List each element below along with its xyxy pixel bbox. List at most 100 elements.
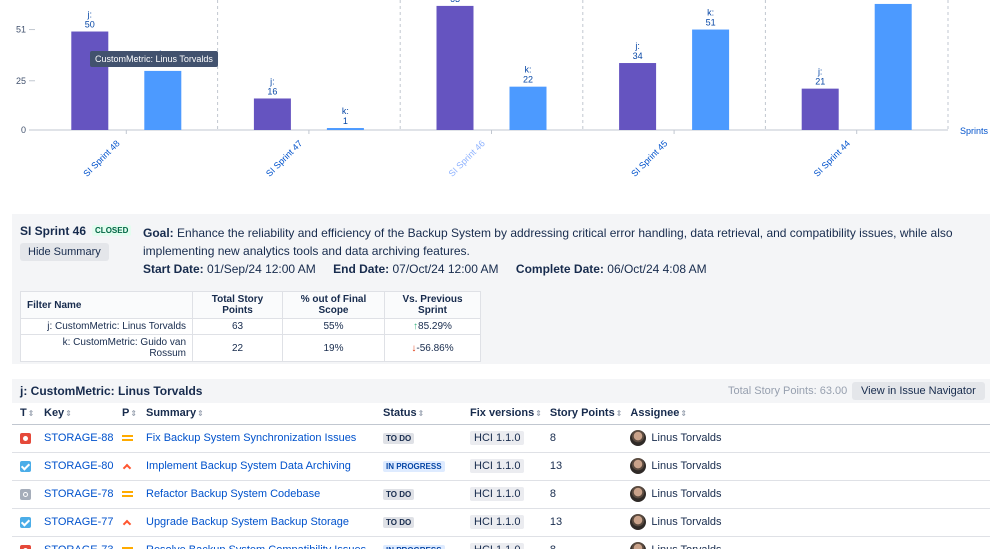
col-status[interactable]: Status⇕	[375, 403, 462, 425]
col-assignee[interactable]: Assignee⇕	[622, 403, 990, 425]
issue-summary-cell: Implement Backup System Data Archiving	[138, 452, 375, 481]
bar-j-0	[71, 31, 109, 130]
issue-summary-cell: Fix Backup System Synchronization Issues	[138, 424, 375, 453]
data-label: 1	[343, 116, 348, 126]
filter-pct: 19%	[282, 334, 385, 362]
hide-summary-button[interactable]: Hide Summary	[20, 243, 109, 261]
status-lozenge: TO DO	[383, 433, 415, 444]
fix-version-tag: HCI 1.1.0	[470, 543, 525, 549]
end-date: 07/Oct/24 12:00 AM	[392, 262, 499, 276]
filter-name: j: CustomMetric: Linus Torvalds	[20, 318, 193, 335]
data-label: 50	[85, 20, 95, 30]
filter-name: k: CustomMetric: Guido van Rossum	[20, 334, 193, 362]
data-label: 63	[450, 0, 460, 4]
issue-key-link[interactable]: STORAGE-80	[44, 460, 114, 472]
issue-fix-cell: HCI 1.1.0	[462, 424, 542, 453]
avatar	[630, 458, 647, 474]
table-row[interactable]: STORAGE-77 Upgrade Backup System Backup S…	[12, 508, 990, 537]
data-label-prefix: k:	[342, 106, 349, 116]
issue-summary-cell: Resolve Backup System Compatibility Issu…	[138, 536, 375, 549]
issue-key-link[interactable]: STORAGE-78	[44, 488, 114, 500]
y-tick-label: 51	[16, 25, 26, 35]
sprint-goal: Goal: Enhance the reliability and effici…	[143, 226, 953, 258]
issue-priority-cell	[114, 424, 138, 453]
priority-medium-icon	[122, 434, 133, 443]
issue-summary-link[interactable]: Refactor Backup System Codebase	[146, 488, 321, 500]
sprint-name: SI Sprint 46 CLOSED	[20, 224, 132, 238]
issue-summary-cell: Refactor Backup System Codebase	[138, 480, 375, 509]
sort-icon: ⇕	[130, 409, 138, 419]
bug-type-icon	[20, 544, 31, 549]
filter-header-scope: % out of Final Scope	[282, 291, 385, 319]
issue-key-link[interactable]: STORAGE-77	[44, 516, 114, 528]
issue-summary-link[interactable]: Implement Backup System Data Archiving	[146, 460, 351, 472]
avatar	[630, 514, 647, 530]
fix-version-tag: HCI 1.1.0	[470, 431, 525, 445]
issue-status-cell: IN PROGRESS	[375, 452, 462, 481]
col-story-points[interactable]: Story Points⇕	[541, 403, 623, 425]
status-lozenge: IN PROGRESS	[383, 461, 445, 472]
table-row[interactable]: STORAGE-88 Fix Backup System Synchronizat…	[12, 424, 990, 453]
data-label: 21	[815, 77, 825, 87]
data-label-prefix: k:	[524, 65, 531, 75]
table-row[interactable]: STORAGE-73 Resolve Backup System Compatib…	[12, 536, 990, 549]
sprint-dates: Start Date: 01/Sep/24 12:00 AM End Date:…	[143, 262, 707, 276]
table-row[interactable]: STORAGE-78 Refactor Backup System Codebas…	[12, 480, 990, 509]
priority-high-icon	[122, 462, 133, 471]
issue-type-cell	[12, 424, 36, 453]
bar-k-3	[692, 29, 730, 130]
bar-j-4	[801, 88, 839, 130]
view-in-issue-navigator-button[interactable]: View in Issue Navigator	[852, 382, 985, 400]
issue-key-link[interactable]: STORAGE-73	[44, 544, 114, 549]
issue-summary-link[interactable]: Upgrade Backup System Backup Storage	[146, 516, 350, 528]
status-lozenge: IN PROGRESS	[383, 545, 445, 549]
filter-pct: 55%	[282, 318, 385, 335]
complete-date: 06/Oct/24 4:08 AM	[607, 262, 707, 276]
table-row[interactable]: STORAGE-80 Implement Backup System Data A…	[12, 452, 990, 481]
bar-k-0	[144, 70, 182, 130]
x-tick-label: SI Sprint 47	[264, 138, 304, 178]
sprint-summary-panel: SI Sprint 46 CLOSED Hide Summary Goal: En…	[12, 214, 990, 364]
filter-header-name: Filter Name	[20, 291, 193, 319]
issue-points-cell: 8	[541, 480, 623, 509]
chart-tooltip: CustomMetric: Linus Torvalds	[90, 51, 218, 67]
col-fix-versions[interactable]: Fix versions⇕	[462, 403, 542, 425]
issue-priority-cell	[114, 536, 138, 549]
task-type-icon	[20, 460, 31, 472]
col-type[interactable]: T⇕	[12, 403, 36, 425]
task-type-icon	[20, 516, 31, 528]
filter-header-vs: Vs. Previous Sprint	[384, 291, 481, 319]
bar-k-1	[326, 128, 364, 130]
data-label-prefix: j:	[817, 67, 823, 77]
issue-key-link[interactable]: STORAGE-88	[44, 432, 114, 444]
issues-title: j: CustomMetric: Linus Torvalds	[20, 384, 203, 398]
issue-fix-cell: HCI 1.1.0	[462, 452, 542, 481]
sort-icon: ⇕	[680, 409, 688, 419]
issue-status-cell: IN PROGRESS	[375, 536, 462, 549]
filter-points: 63	[192, 318, 283, 335]
issue-assignee-cell: Linus Torvalds	[622, 536, 990, 549]
fix-version-tag: HCI 1.1.0	[470, 487, 525, 501]
total-story-points: Total Story Points: 63.00	[728, 385, 848, 397]
issues-table: T⇕ Key⇕ P⇕ Summary⇕ Status⇕ Fix versions…	[12, 403, 990, 549]
col-priority[interactable]: P⇕	[114, 403, 138, 425]
issue-summary-link[interactable]: Fix Backup System Synchronization Issues	[146, 432, 357, 444]
filter-header-points: Total Story Points	[192, 291, 283, 319]
issue-assignee-cell: Linus Torvalds	[622, 424, 990, 453]
col-key[interactable]: Key⇕	[36, 403, 114, 425]
x-axis-label: Sprints	[960, 126, 989, 136]
issue-assignee-cell: Linus Torvalds	[622, 452, 990, 481]
fix-version-tag: HCI 1.1.0	[470, 459, 525, 473]
bug-type-icon	[20, 432, 31, 444]
issue-key-cell: STORAGE-78	[36, 480, 114, 509]
issue-fix-cell: HCI 1.1.0	[462, 480, 542, 509]
sort-icon: ⇕	[65, 409, 72, 419]
col-summary[interactable]: Summary⇕	[138, 403, 375, 425]
data-label: 34	[633, 51, 643, 61]
issue-priority-cell	[114, 480, 138, 509]
issue-assignee-cell: Linus Torvalds	[622, 480, 990, 509]
y-tick-label: 25	[16, 76, 26, 86]
issue-summary-link[interactable]: Resolve Backup System Compatibility Issu…	[146, 544, 366, 549]
priority-medium-icon	[122, 546, 133, 549]
filter-row: j: CustomMetric: Linus Torvalds 63 55% ↑…	[20, 318, 481, 335]
